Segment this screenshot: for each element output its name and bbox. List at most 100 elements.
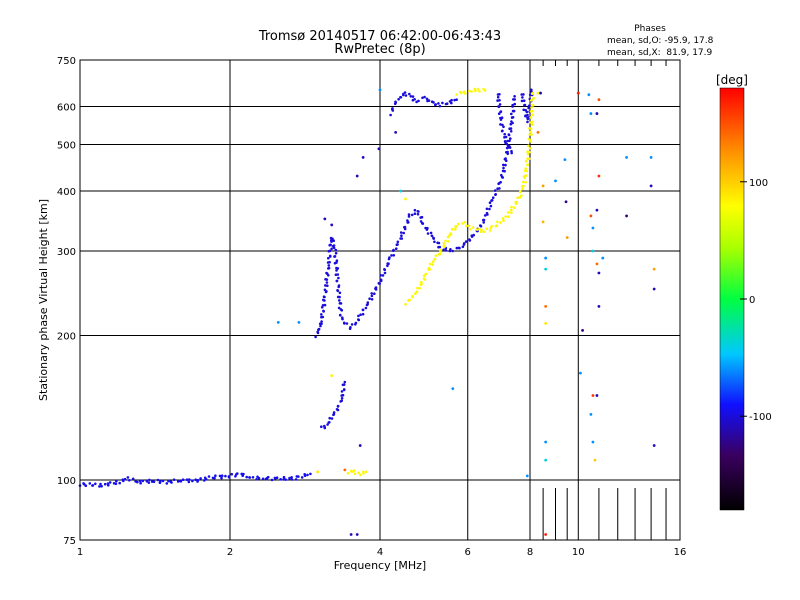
data-point	[361, 308, 365, 312]
data-point	[526, 152, 530, 156]
scatter-point	[652, 444, 656, 447]
data-point	[332, 411, 336, 414]
scatter-point	[595, 112, 599, 115]
data-point	[338, 302, 342, 305]
data-point	[497, 112, 501, 115]
data-point	[450, 98, 453, 102]
data-point	[336, 295, 340, 299]
data-point	[510, 151, 513, 155]
scatter-point	[404, 197, 407, 201]
data-point	[419, 283, 423, 286]
data-point	[431, 263, 435, 266]
data-point	[444, 249, 448, 252]
scatter-point	[330, 223, 334, 227]
data-point	[527, 137, 531, 141]
data-point	[431, 260, 435, 264]
data-point	[530, 123, 534, 126]
data-point	[336, 267, 340, 270]
data-point	[531, 91, 534, 95]
data-point	[337, 276, 340, 280]
data-point	[421, 96, 424, 100]
data-point	[483, 214, 487, 217]
data-point	[527, 106, 530, 110]
scatter-point	[597, 174, 601, 178]
data-point	[213, 476, 216, 480]
data-point	[207, 475, 211, 478]
data-point	[490, 199, 493, 202]
data-point	[245, 475, 248, 479]
data-point	[507, 215, 510, 218]
data-point	[513, 206, 516, 209]
scatter-point	[399, 189, 403, 193]
data-point	[338, 291, 342, 295]
data-point	[392, 248, 395, 252]
data-point	[455, 93, 458, 96]
data-point	[91, 484, 95, 487]
data-point	[443, 245, 446, 248]
data-point	[340, 390, 344, 393]
data-point	[531, 113, 534, 116]
data-point	[261, 477, 265, 481]
data-point	[474, 89, 477, 93]
data-point	[204, 478, 208, 481]
data-point	[187, 480, 191, 484]
data-point	[167, 479, 170, 483]
data-point	[341, 317, 344, 321]
scatter-point	[589, 214, 593, 218]
data-point	[294, 478, 298, 481]
colorbar-tick-label: 100	[749, 178, 768, 189]
data-point	[170, 481, 173, 484]
x-tick-label: 8	[527, 547, 533, 558]
data-point	[434, 254, 438, 257]
data-point	[429, 231, 433, 235]
data-point	[432, 236, 435, 240]
data-point	[531, 103, 534, 107]
data-point	[282, 478, 285, 481]
data-point	[365, 303, 369, 307]
scatter-point	[358, 444, 362, 447]
data-point	[319, 324, 322, 328]
data-point	[199, 477, 202, 480]
data-point	[342, 388, 346, 391]
data-point	[161, 479, 165, 483]
data-point	[504, 163, 507, 167]
scatter-point	[544, 321, 548, 325]
data-point	[103, 482, 107, 486]
data-point	[422, 274, 426, 278]
data-point	[334, 251, 338, 255]
scatter-point	[536, 130, 540, 134]
data-point	[522, 93, 525, 96]
x-tick-label: 1	[77, 547, 83, 558]
scatter-point	[563, 158, 567, 162]
data-point	[496, 95, 500, 99]
data-point	[490, 225, 494, 228]
data-point	[450, 101, 453, 105]
data-point	[406, 219, 409, 222]
scatter-point	[361, 156, 365, 159]
data-point	[530, 88, 533, 92]
data-point	[469, 228, 472, 231]
x-tick-label: 2	[227, 547, 233, 558]
data-point	[485, 227, 489, 231]
data-point	[423, 95, 426, 99]
data-point	[453, 228, 457, 231]
data-point	[468, 239, 472, 242]
colorbar-tick-label: 0	[749, 295, 755, 306]
data-point	[353, 472, 357, 476]
colorbar-label: [deg]	[716, 73, 748, 87]
scatter-point	[597, 271, 601, 275]
data-point	[465, 224, 468, 228]
data-point	[470, 90, 473, 93]
data-point	[220, 474, 224, 478]
data-point	[502, 219, 505, 222]
data-point	[336, 408, 340, 412]
data-point	[449, 232, 452, 235]
data-point	[463, 221, 467, 224]
data-point	[236, 472, 239, 475]
data-point	[359, 473, 362, 477]
y-tick-label: 500	[57, 141, 76, 152]
data-point	[442, 248, 445, 252]
data-point	[335, 269, 338, 272]
data-point	[383, 271, 387, 275]
